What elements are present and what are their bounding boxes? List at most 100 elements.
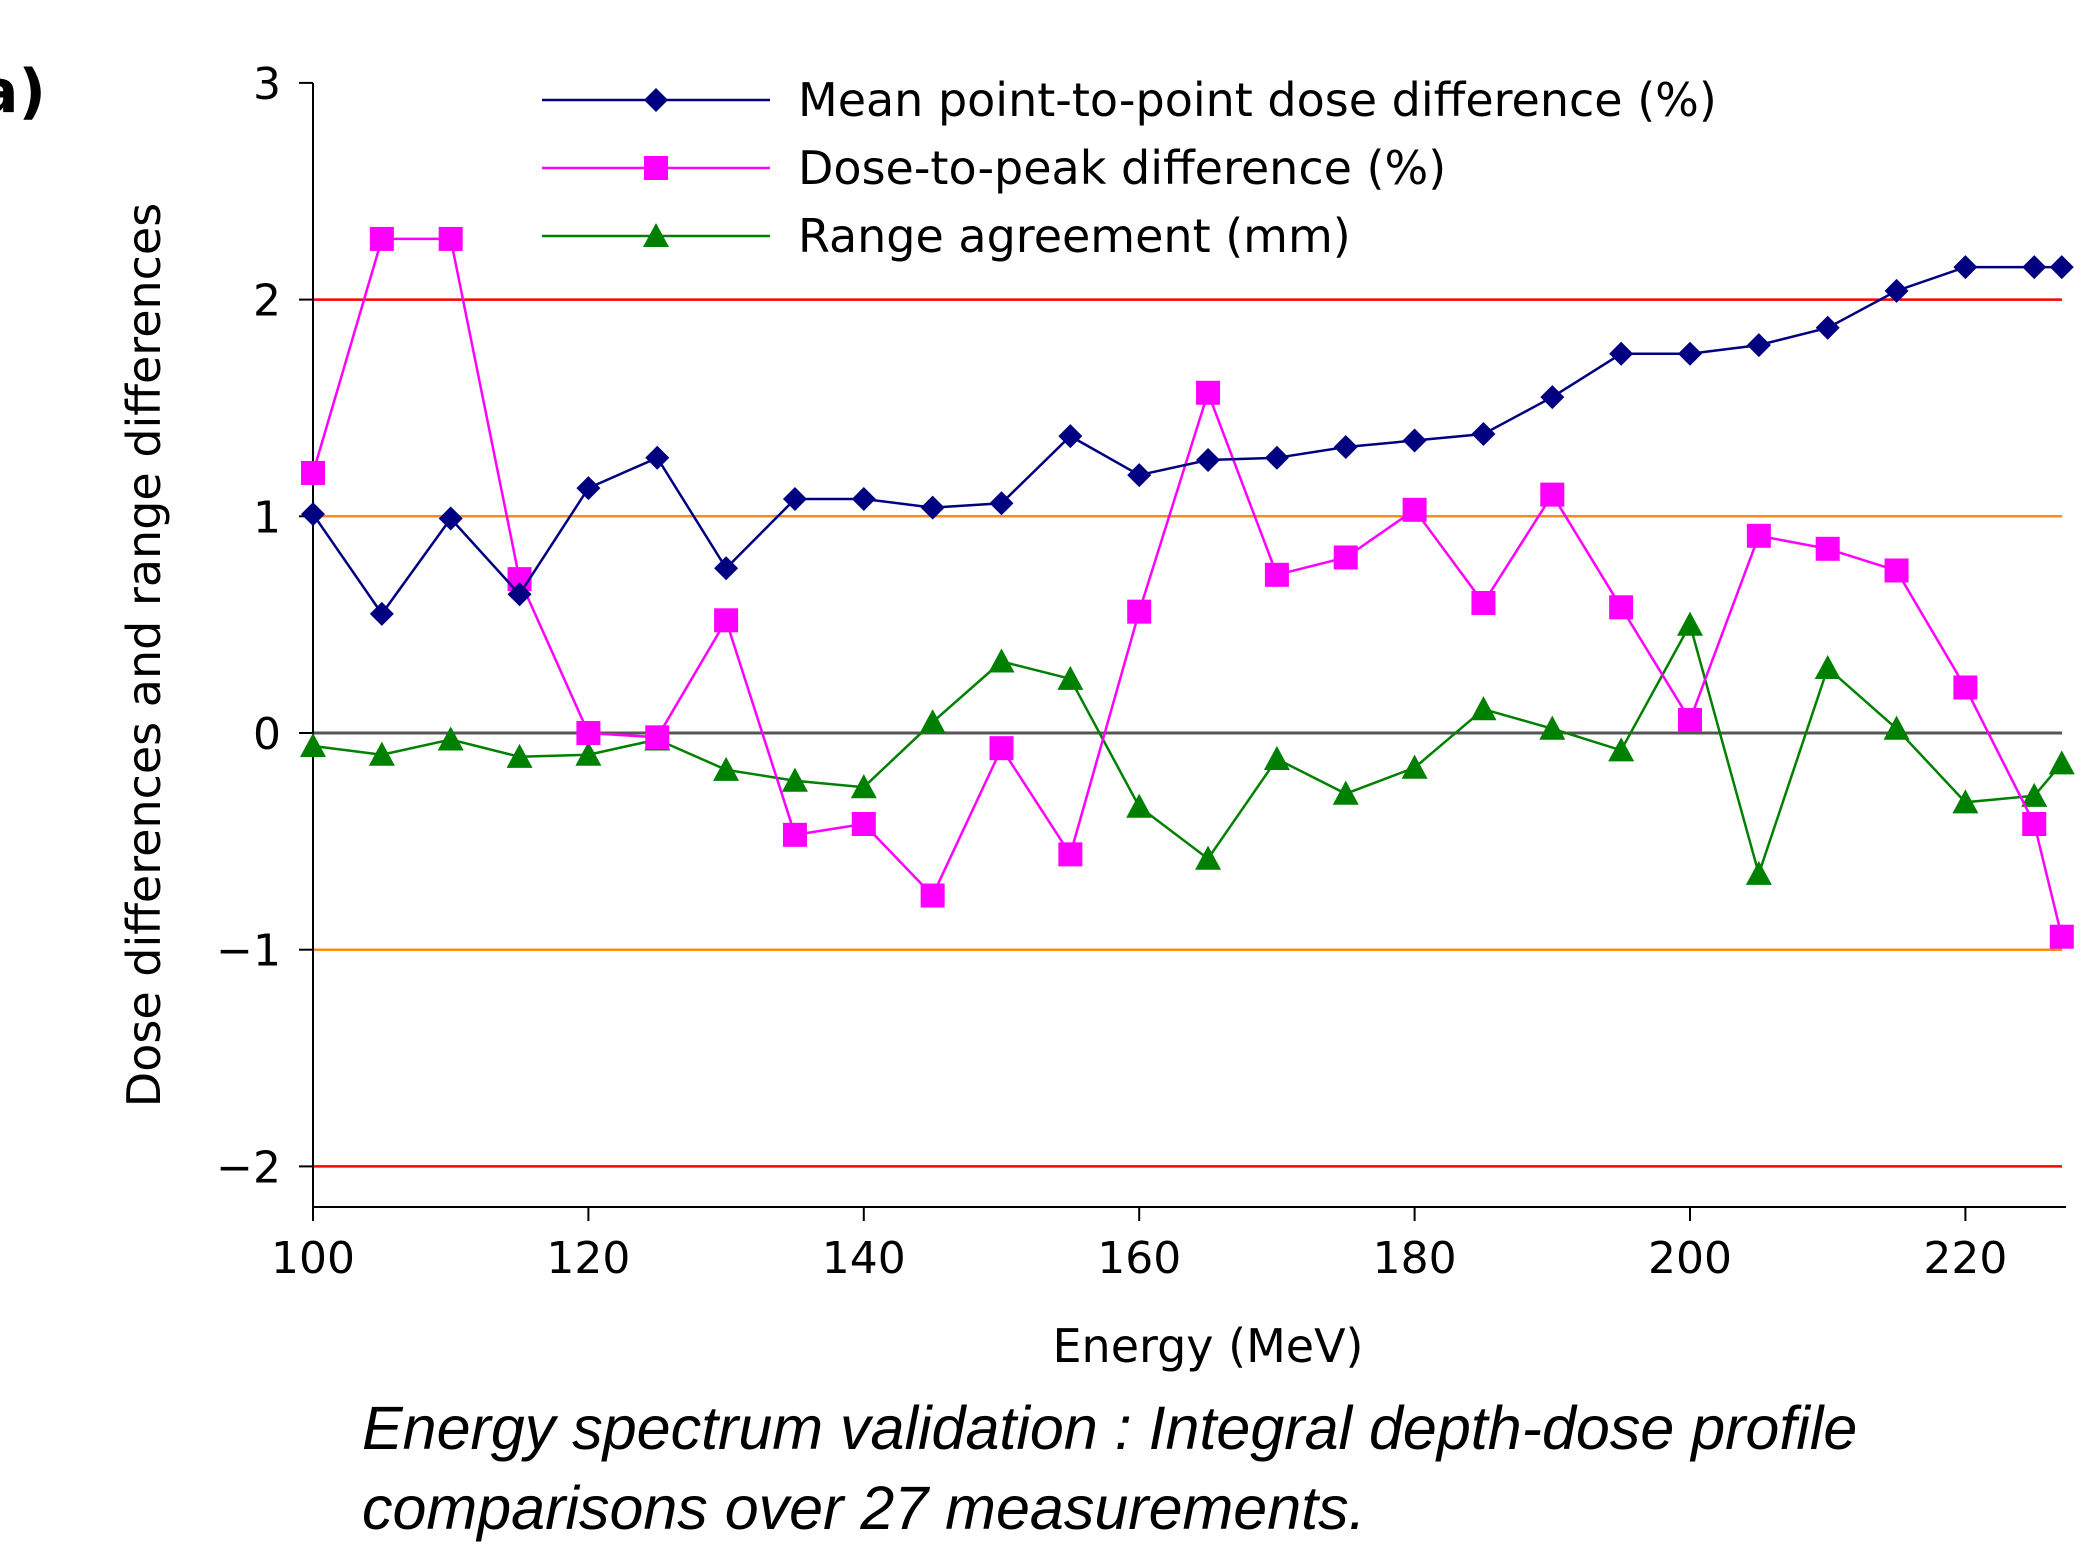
data-point	[1195, 845, 1222, 870]
x-tick-label: 180	[1373, 1233, 1457, 1284]
data-point	[1401, 754, 1428, 779]
series-diamond	[301, 255, 2074, 626]
data-point	[2022, 812, 2047, 837]
data-point	[1815, 536, 1840, 561]
data-point	[850, 774, 877, 799]
data-point	[1540, 482, 1565, 507]
data-point	[2049, 924, 2074, 949]
data-point	[1471, 421, 1496, 446]
legend: Mean point-to-point dose difference (%) D…	[542, 73, 1717, 263]
data-point	[1333, 545, 1358, 570]
legend-label: Range agreement (mm)	[798, 209, 1351, 263]
data-point	[645, 445, 670, 470]
legend-marker	[644, 88, 668, 112]
data-point	[1263, 746, 1290, 771]
data-point	[1471, 590, 1496, 615]
series-line	[311, 265, 2062, 616]
data-point	[301, 460, 325, 485]
legend-marker	[644, 156, 668, 180]
data-point	[714, 608, 739, 633]
x-tick-label: 140	[822, 1233, 906, 1284]
data-point	[576, 721, 601, 745]
data-point	[301, 502, 325, 527]
data-point	[988, 648, 1015, 673]
data-point	[575, 741, 602, 766]
data-point	[989, 491, 1014, 516]
data-point	[506, 743, 533, 768]
data-point	[1677, 611, 1703, 636]
caption-line-1: Energy spectrum validation : Integral de…	[362, 1394, 1858, 1462]
caption-line-2: comparisons over 27 measurements.	[362, 1474, 1366, 1542]
data-point	[713, 756, 740, 781]
data-point	[1952, 789, 1979, 814]
data-point	[645, 725, 670, 750]
data-point	[1196, 447, 1221, 472]
data-point	[369, 601, 394, 626]
y-axis-label: Dose differences and range differences	[117, 203, 171, 1107]
data-point	[369, 226, 394, 251]
data-point	[1746, 523, 1771, 548]
x-tick-label: 220	[1923, 1233, 2007, 1284]
data-point	[1127, 463, 1152, 488]
data-point	[920, 883, 945, 908]
x-axis-label: Energy (MeV)	[1052, 1319, 1363, 1373]
data-point	[1678, 341, 1702, 366]
data-point	[1264, 562, 1289, 587]
panel-label: a)	[0, 57, 46, 127]
series-square	[301, 226, 2074, 949]
data-point	[714, 556, 739, 581]
axes: 3 2 1 0 −1 −2 100 120 140 160 180 200 220	[216, 59, 2066, 1284]
data-point	[919, 709, 946, 734]
y-tick-label: 1	[253, 492, 281, 543]
series-layer	[300, 226, 2075, 949]
data-point	[1953, 255, 1978, 280]
data-point	[851, 812, 876, 837]
data-point	[1470, 696, 1497, 721]
data-point	[1678, 707, 1702, 732]
data-point	[851, 486, 876, 511]
data-point	[1953, 675, 1978, 700]
y-tick-label: −2	[216, 1142, 281, 1193]
data-point	[2022, 255, 2047, 280]
x-tick-label: 200	[1648, 1233, 1732, 1284]
data-point	[1609, 341, 1634, 366]
data-point	[1332, 780, 1359, 805]
data-point	[782, 486, 807, 511]
data-point	[438, 226, 463, 251]
figure-caption: Energy spectrum validation : Integral de…	[362, 1388, 2062, 1548]
x-tick-label: 160	[1097, 1233, 1181, 1284]
data-point	[1884, 278, 1909, 303]
data-point	[1402, 497, 1427, 522]
data-point	[1609, 595, 1634, 620]
data-point	[989, 736, 1014, 761]
data-point	[1333, 434, 1358, 459]
data-point	[782, 822, 807, 847]
data-point	[1746, 333, 1771, 358]
data-point	[1608, 737, 1635, 762]
x-tick-label: 100	[271, 1233, 355, 1284]
y-tick-label: 2	[253, 276, 281, 327]
data-point	[438, 506, 463, 531]
data-point	[1402, 428, 1427, 453]
data-point	[1058, 424, 1083, 449]
data-point	[507, 582, 532, 607]
legend-label: Mean point-to-point dose difference (%)	[798, 73, 1717, 127]
data-point	[1814, 654, 1841, 680]
data-point	[1539, 715, 1566, 740]
legend-marker	[643, 223, 669, 248]
data-point	[1126, 793, 1153, 818]
data-point	[1264, 445, 1289, 470]
data-point	[1127, 599, 1152, 624]
data-point	[2048, 750, 2075, 775]
y-tick-label: 3	[253, 59, 281, 110]
data-point	[781, 767, 808, 792]
data-point	[368, 741, 395, 766]
data-point	[2049, 255, 2074, 280]
reference-lines	[313, 298, 2062, 1168]
data-point	[576, 476, 601, 501]
series-triangle	[300, 611, 2075, 885]
data-point	[300, 733, 326, 758]
y-tick-label: −1	[216, 926, 281, 977]
data-point	[1196, 380, 1221, 405]
